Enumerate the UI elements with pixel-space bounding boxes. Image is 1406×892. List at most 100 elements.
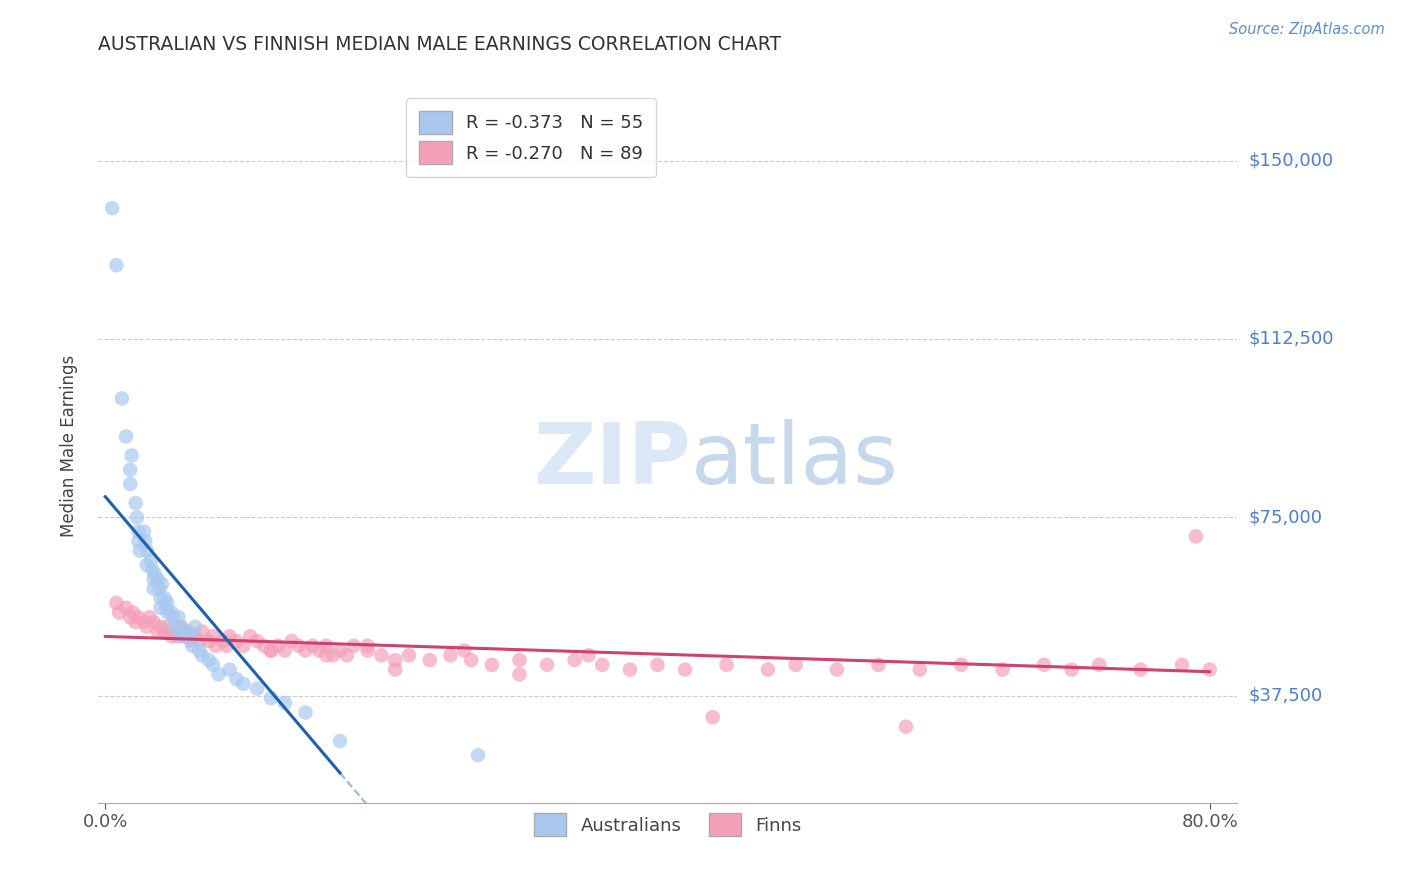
Point [225, 634, 247, 648]
Point [591, 657, 613, 672]
Point [467, 748, 489, 763]
Point [253, 639, 276, 653]
Point [419, 653, 441, 667]
Point [356, 639, 378, 653]
Point [578, 648, 600, 663]
Point [991, 663, 1014, 677]
Point [143, 567, 166, 582]
Point [167, 610, 190, 624]
Point [160, 606, 183, 620]
Point [142, 582, 165, 596]
Point [127, 534, 149, 549]
Point [155, 600, 177, 615]
Point [329, 643, 352, 657]
Point [260, 643, 283, 657]
Point [619, 663, 641, 677]
Point [211, 634, 233, 648]
Point [274, 643, 297, 657]
Point [950, 657, 973, 672]
Point [177, 624, 200, 639]
Point [384, 653, 406, 667]
Point [163, 620, 186, 634]
Point [1198, 663, 1220, 677]
Point [188, 643, 211, 657]
Y-axis label: Median Male Earnings: Median Male Earnings [59, 355, 77, 537]
Point [120, 463, 142, 477]
Point [120, 610, 142, 624]
Point [148, 582, 170, 596]
Point [184, 629, 207, 643]
Point [132, 615, 155, 629]
Point [894, 720, 917, 734]
Point [146, 624, 169, 639]
Point [232, 639, 254, 653]
Point [287, 639, 309, 653]
Point [125, 615, 148, 629]
Point [191, 624, 214, 639]
Point [294, 706, 316, 720]
Point [153, 591, 176, 606]
Point [111, 392, 134, 406]
Point [156, 620, 179, 634]
Point [702, 710, 724, 724]
Point [218, 663, 240, 677]
Point [122, 606, 145, 620]
Point [132, 524, 155, 539]
Point [647, 657, 669, 672]
Point [785, 657, 807, 672]
Point [127, 610, 149, 624]
Point [1088, 657, 1111, 672]
Point [336, 648, 359, 663]
Text: $37,500: $37,500 [1249, 687, 1323, 705]
Point [170, 620, 193, 634]
Point [280, 634, 302, 648]
Point [260, 691, 283, 706]
Point [315, 639, 337, 653]
Point [105, 258, 128, 272]
Point [153, 624, 176, 639]
Point [149, 591, 172, 606]
Point [167, 629, 190, 643]
Point [105, 596, 128, 610]
Point [138, 610, 160, 624]
Text: AUSTRALIAN VS FINNISH MEDIAN MALE EARNINGS CORRELATION CHART: AUSTRALIAN VS FINNISH MEDIAN MALE EARNIN… [98, 35, 782, 54]
Point [453, 643, 475, 657]
Point [160, 629, 183, 643]
Point [191, 648, 214, 663]
Point [134, 534, 156, 549]
Point [174, 629, 197, 643]
Point [174, 624, 197, 639]
Point [716, 657, 738, 672]
Point [267, 639, 290, 653]
Legend: Australians, Finns: Australians, Finns [519, 798, 817, 851]
Point [439, 648, 461, 663]
Point [329, 734, 352, 748]
Point [141, 563, 163, 577]
Point [125, 510, 148, 524]
Point [1254, 606, 1277, 620]
Point [115, 600, 138, 615]
Point [162, 610, 184, 624]
Point [239, 629, 262, 643]
Point [201, 629, 224, 643]
Point [115, 429, 138, 443]
Point [149, 600, 172, 615]
Point [146, 572, 169, 586]
Point [142, 572, 165, 586]
Point [1129, 663, 1152, 677]
Point [207, 667, 229, 681]
Text: $150,000: $150,000 [1249, 152, 1333, 169]
Point [225, 672, 247, 686]
Point [232, 677, 254, 691]
Point [163, 624, 186, 639]
Point [322, 648, 344, 663]
Point [181, 639, 204, 653]
Point [128, 543, 150, 558]
Point [215, 639, 238, 653]
Point [398, 648, 420, 663]
Point [184, 620, 207, 634]
Point [294, 643, 316, 657]
Point [868, 657, 890, 672]
Text: atlas: atlas [690, 418, 898, 502]
Point [246, 681, 269, 696]
